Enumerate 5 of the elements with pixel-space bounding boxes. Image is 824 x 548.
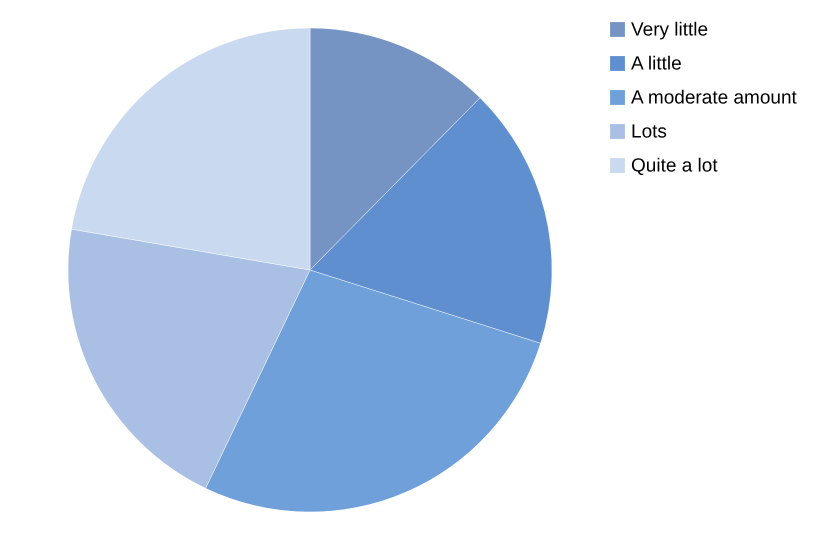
legend-label: A little <box>631 54 682 74</box>
legend-label: Lots <box>631 122 667 142</box>
legend-label: Quite a lot <box>631 156 718 176</box>
legend-label: A moderate amount <box>631 88 798 108</box>
legend-label: Very little <box>631 20 708 40</box>
